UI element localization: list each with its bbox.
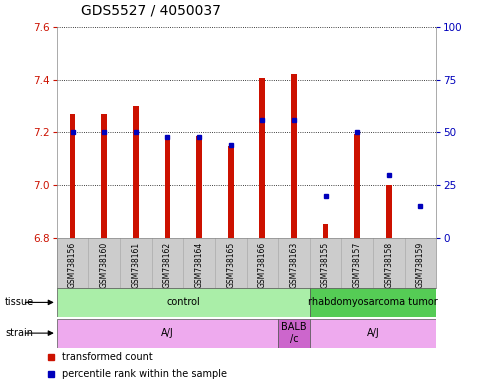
Bar [323,223,328,238]
Text: strain: strain [5,328,33,338]
Text: BALB
/c: BALB /c [281,322,307,344]
Bar [101,114,107,238]
Bar [57,288,310,317]
Text: GSM738165: GSM738165 [226,242,235,288]
Text: GSM738161: GSM738161 [131,242,141,288]
Bar [354,134,360,238]
Text: GSM738156: GSM738156 [68,242,77,288]
Bar [228,146,234,238]
Text: GSM738155: GSM738155 [321,242,330,288]
Bar [310,319,436,348]
Bar [133,106,139,238]
Text: transformed count: transformed count [62,352,153,362]
Bar [70,114,75,238]
Bar [196,136,202,238]
Text: rhabdomyosarcoma tumor: rhabdomyosarcoma tumor [308,297,438,308]
Bar [57,319,278,348]
Text: tissue: tissue [5,297,34,308]
Bar [310,288,436,317]
Text: GSM738163: GSM738163 [289,242,298,288]
Bar [165,136,170,238]
Text: GSM738164: GSM738164 [195,242,204,288]
Bar [386,185,392,238]
Text: GSM738160: GSM738160 [100,242,108,288]
Text: GSM738159: GSM738159 [416,242,425,288]
Text: GSM738166: GSM738166 [258,242,267,288]
Text: GSM738162: GSM738162 [163,242,172,288]
Text: GSM738157: GSM738157 [352,242,362,288]
Bar [278,319,310,348]
Text: A/J: A/J [367,328,380,338]
Bar [291,74,297,238]
Text: control: control [166,297,200,308]
Text: percentile rank within the sample: percentile rank within the sample [62,369,227,379]
Bar [259,78,265,238]
Text: GDS5527 / 4050037: GDS5527 / 4050037 [81,3,221,17]
Text: A/J: A/J [161,328,174,338]
Text: GSM738158: GSM738158 [385,242,393,288]
